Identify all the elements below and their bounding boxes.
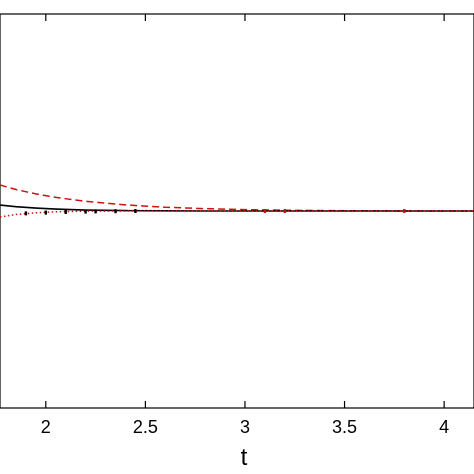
x-tick-label: 3 [240,417,250,437]
series-3-marker [94,209,97,214]
series-3-marker [134,209,137,213]
x-tick-label: 4 [439,417,449,437]
series-3-marker [84,209,87,214]
x-tick-label: 2.5 [133,417,158,437]
series-2-line [0,210,474,218]
x-axis-label: t [241,444,248,471]
series-markers [24,209,406,216]
series-0-line [0,184,474,212]
x-ticks: 2 2.5 3 3.5 4 [41,14,449,437]
series-4-marker [263,209,267,213]
series-3-marker [64,209,67,214]
plot-frame [0,13,474,409]
series-3-marker [24,211,28,216]
series-4-marker [403,209,406,213]
series-lines [0,184,474,218]
series-3-marker [114,209,117,214]
x-tick-label: 3.5 [332,417,357,437]
series-3-marker [44,210,48,215]
series-4-marker [283,209,286,213]
series-1-line [0,204,474,212]
x-tick-label: 2 [41,417,51,437]
